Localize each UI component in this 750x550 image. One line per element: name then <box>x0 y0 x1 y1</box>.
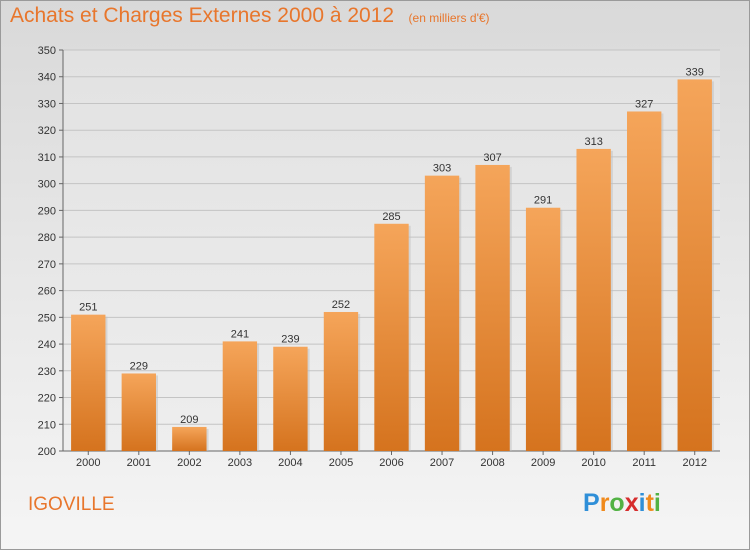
bar-value-label: 252 <box>332 299 350 311</box>
bar-value-label: 339 <box>686 66 704 78</box>
chart-title: Achats et Charges Externes 2000 à 2012 (… <box>10 4 490 28</box>
x-tick-label: 2010 <box>581 457 605 469</box>
y-tick-label: 230 <box>38 366 56 378</box>
x-tick-label: 2007 <box>430 457 454 469</box>
x-tick-label: 2000 <box>76 457 100 469</box>
bar <box>677 79 712 451</box>
y-tick-label: 260 <box>38 286 56 298</box>
title-text: Achats et Charges Externes 2000 à 2012 <box>10 4 395 27</box>
bar-value-label: 251 <box>79 302 97 314</box>
logo-letter: i <box>638 489 646 517</box>
bar-value-label: 285 <box>382 211 400 223</box>
y-tick-label: 330 <box>38 98 56 110</box>
bar <box>525 207 561 451</box>
logo-letter: r <box>599 489 610 517</box>
y-tick-label: 200 <box>38 446 56 458</box>
bar <box>374 223 409 451</box>
bar-value-label: 229 <box>130 360 148 372</box>
y-tick-label: 320 <box>38 125 56 137</box>
bar <box>71 314 106 451</box>
town-name: IGOVILLE <box>28 494 115 515</box>
y-tick-label: 340 <box>38 72 56 84</box>
bar-value-label: 313 <box>584 136 602 148</box>
bar <box>475 164 510 451</box>
logo-letter: P <box>583 489 600 517</box>
y-tick-label: 270 <box>38 259 56 271</box>
y-tick-label: 350 <box>38 45 56 57</box>
bar <box>172 426 207 451</box>
unit-text: (en milliers d'€) <box>408 11 490 25</box>
y-tick-label: 250 <box>38 312 56 324</box>
y-tick-label: 280 <box>38 232 56 244</box>
x-tick-label: 2012 <box>682 457 706 469</box>
x-tick-label: 2006 <box>379 457 403 469</box>
bar <box>323 311 359 451</box>
y-tick-label: 300 <box>38 179 56 191</box>
bar <box>121 373 156 451</box>
bar <box>222 341 258 451</box>
bar-value-label: 303 <box>433 163 451 175</box>
logo-letter: i <box>653 489 661 517</box>
x-tick-label: 2005 <box>329 457 353 469</box>
x-tick-label: 2002 <box>177 457 201 469</box>
y-tick-label: 220 <box>38 393 56 405</box>
x-tick-label: 2004 <box>278 457 302 469</box>
bar-value-label: 209 <box>180 414 198 426</box>
x-tick-label: 2008 <box>480 457 504 469</box>
x-tick-label: 2003 <box>228 457 252 469</box>
y-tick-label: 210 <box>38 419 56 431</box>
x-tick-label: 2001 <box>127 457 151 469</box>
bar-value-label: 291 <box>534 195 552 207</box>
logo-letter: x <box>624 489 639 517</box>
logo-letter: o <box>609 489 625 517</box>
x-tick-label: 2011 <box>632 457 656 469</box>
y-tick-label: 240 <box>38 339 56 351</box>
logo-letter: t <box>645 489 654 517</box>
bar-value-label: 327 <box>635 98 653 110</box>
y-tick-label: 310 <box>38 152 56 164</box>
bar <box>576 148 611 451</box>
bar <box>273 346 308 451</box>
proxiti-logo: Proxiti <box>583 489 661 518</box>
y-tick-label: 290 <box>38 205 56 217</box>
bar-value-label: 241 <box>231 328 249 340</box>
bar <box>627 111 662 451</box>
bar <box>424 175 460 451</box>
bar-value-label: 307 <box>483 152 501 164</box>
bar-value-label: 239 <box>281 334 299 346</box>
x-tick-label: 2009 <box>531 457 555 469</box>
